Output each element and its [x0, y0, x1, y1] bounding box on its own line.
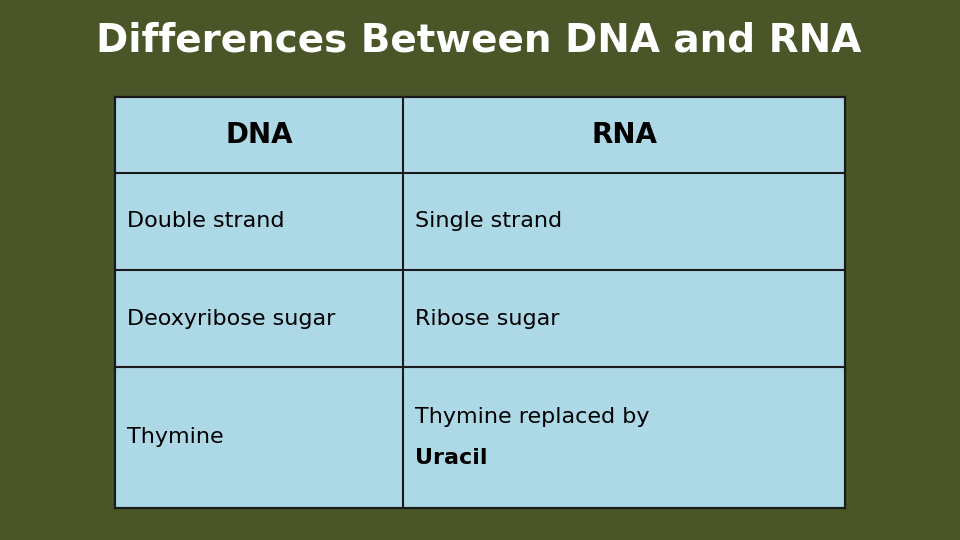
Text: Single strand: Single strand: [415, 211, 562, 232]
Text: Double strand: Double strand: [127, 211, 284, 232]
Text: Deoxyribose sugar: Deoxyribose sugar: [127, 308, 335, 329]
FancyBboxPatch shape: [115, 97, 845, 508]
Text: DNA: DNA: [226, 121, 293, 149]
Text: Thymine replaced by: Thymine replaced by: [415, 407, 649, 427]
Text: Uracil: Uracil: [415, 448, 488, 468]
Text: RNA: RNA: [591, 121, 657, 149]
Text: Differences Between DNA and RNA: Differences Between DNA and RNA: [96, 22, 861, 59]
Text: Ribose sugar: Ribose sugar: [415, 308, 560, 329]
Text: Thymine: Thymine: [127, 427, 224, 448]
